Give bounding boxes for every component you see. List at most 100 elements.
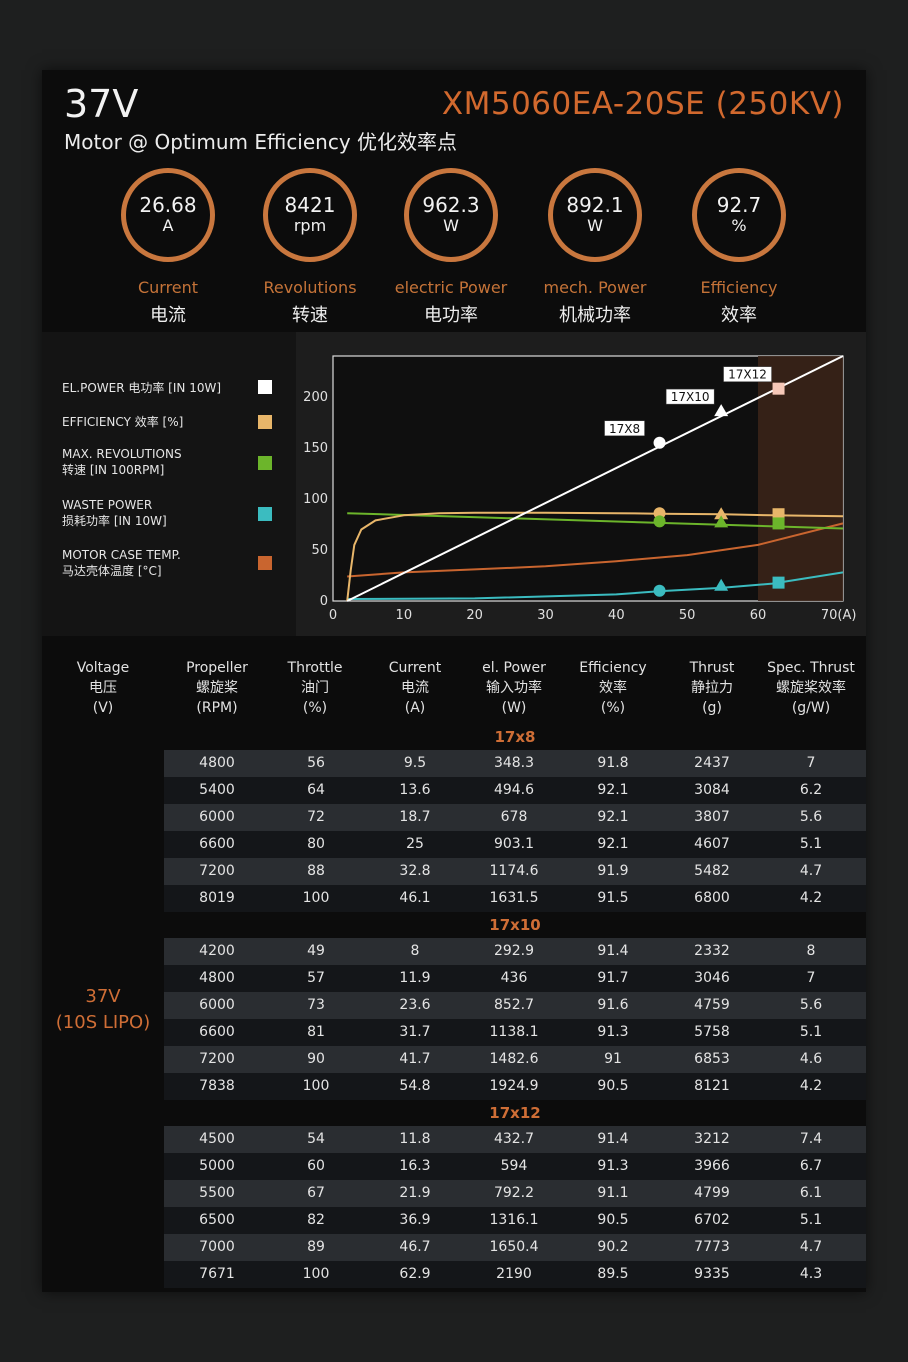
- header-cn: 静拉力: [691, 680, 733, 696]
- header-en: Current: [388, 660, 442, 676]
- metric-value: 26.68: [139, 193, 197, 217]
- table-cell: 1631.5: [489, 890, 539, 906]
- metric-efficiency: 92.7 % Efficiency 效率: [669, 168, 809, 327]
- header-cn: 螺旋桨: [196, 680, 238, 696]
- performance-table: Voltage 电压 (V) Propeller 螺旋桨 (RPM) Throt…: [42, 636, 866, 1292]
- table-cell: 5.1: [799, 836, 823, 852]
- table-cell: 90: [307, 1051, 325, 1067]
- table-cell: 8019: [199, 890, 235, 906]
- high-load-region: [758, 356, 843, 601]
- table-cell: 678: [500, 809, 528, 825]
- header-unit: (g/W): [791, 700, 831, 716]
- table-cell: 21.9: [399, 1185, 431, 1201]
- table-cell: 8121: [694, 1078, 730, 1094]
- metric-unit: W: [443, 216, 459, 235]
- metric-unit: %: [731, 216, 747, 235]
- table-cell: 6.7: [799, 1158, 823, 1174]
- table-cell: 82: [307, 1212, 325, 1228]
- prop-label: 17X10: [671, 390, 710, 404]
- table-cell: 4.2: [799, 1078, 823, 1094]
- table-cell: 4.6: [799, 1051, 823, 1067]
- header-unit: (RPM): [196, 700, 238, 716]
- table-row: 6600 80 25 903.1 92.1 4607 5.1: [164, 831, 866, 858]
- metric-revolutions: 8421 rpm Revolutions 转速: [240, 168, 380, 327]
- data-marker: [653, 584, 666, 597]
- table-cell: 91.6: [597, 997, 629, 1013]
- subtitle: Motor @ Optimum Efficiency 优化效率点: [64, 130, 458, 154]
- header-en: el. Power: [482, 660, 546, 676]
- header-unit: (%): [600, 700, 626, 716]
- table-cell: 432.7: [493, 1131, 535, 1147]
- header-unit: (%): [302, 700, 328, 716]
- table-cell: 4800: [199, 970, 235, 986]
- table-row: 8019 100 46.1 1631.5 91.5 6800 4.2: [164, 885, 866, 912]
- table-cell: 41.7: [399, 1051, 431, 1067]
- y-tick-label: 200: [303, 390, 328, 405]
- legend-text-cn: 马达壳体温度 [°C]: [62, 564, 162, 578]
- metric-label-cn: 效率: [721, 305, 757, 326]
- series-line-max-revolutions: [347, 512, 844, 530]
- metric-ring: 8421 rpm: [263, 168, 357, 262]
- table-cell: 6.1: [799, 1185, 823, 1201]
- series-line-el-power: [346, 355, 844, 602]
- header-en: Propeller: [186, 660, 248, 676]
- table-cell: 792.2: [493, 1185, 535, 1201]
- table-cell: 100: [302, 1078, 330, 1094]
- header-panel: 37V XM5060EA-20SE (250KV) Motor @ Optimu…: [42, 70, 866, 332]
- series-line-efficiency: [346, 511, 844, 602]
- legend-item-efficiency: EFFICIENCY 效率 [%]: [62, 414, 292, 430]
- legend-text: EFFICIENCY 效率 [%]: [62, 415, 184, 429]
- table-row: 7200 88 32.8 1174.6 91.9 5482 4.7: [164, 858, 866, 885]
- header-cn: 效率: [599, 680, 627, 696]
- table-cell: 852.7: [493, 997, 535, 1013]
- legend-item-case-temp: MOTOR CASE TEMP. 马达壳体温度 [°C]: [62, 547, 292, 579]
- x-tick-label: 50: [679, 608, 696, 623]
- table-row: 7671 100 62.9 2190 89.5 9335 4.3: [164, 1261, 866, 1288]
- table-cell: 54.8: [399, 1078, 431, 1094]
- performance-chart: 0 50 100 150 200 0 10 20 30 40 50 60 70(A) 17X8 17X10 1…: [303, 355, 856, 623]
- table-cell: 80: [307, 836, 325, 852]
- y-tick-label: 150: [303, 441, 328, 456]
- metric-label-cn: 机械功率: [559, 305, 631, 326]
- voltage-value: 37V: [85, 986, 121, 1007]
- prop-point-marker: [772, 382, 785, 395]
- legend-text: WASTE POWER: [62, 498, 153, 512]
- x-tick-label: 10: [396, 608, 413, 623]
- table-cell: 2190: [496, 1266, 532, 1282]
- header-current: Current 电流 (A): [366, 658, 464, 718]
- table-cell: 92.1: [597, 809, 629, 825]
- legend-text: MOTOR CASE TEMP.: [62, 548, 181, 562]
- table-cell: 56: [307, 755, 325, 771]
- metric-current: 26.68 A Current 电流: [98, 168, 238, 327]
- header-cn: 油门: [301, 680, 329, 696]
- header-en: Efficiency: [579, 660, 647, 676]
- metric-ring: 892.1 W: [548, 168, 642, 262]
- table-cell: 91.4: [597, 943, 629, 959]
- metric-unit: A: [162, 216, 174, 235]
- legend-text: MAX. REVOLUTIONS: [62, 447, 182, 461]
- table-cell: 13.6: [399, 782, 431, 798]
- table-cell: 3966: [694, 1158, 730, 1174]
- table-cell: 8: [806, 943, 816, 959]
- data-marker: [772, 508, 785, 521]
- series-line-case-temp: [347, 522, 844, 578]
- header-spec-thrust: Spec. Thrust 螺旋桨效率 (g/W): [756, 658, 866, 718]
- legend-item-max-revolutions: MAX. REVOLUTIONS 转速 [IN 100RPM]: [62, 446, 292, 478]
- header-el-power: el. Power 输入功率 (W): [465, 658, 563, 718]
- table-cell: 67: [307, 1185, 325, 1201]
- table-cell: 92.1: [597, 836, 629, 852]
- table-cell: 7773: [694, 1239, 730, 1255]
- table-row: 6000 73 23.6 852.7 91.6 4759 5.6: [164, 992, 866, 1019]
- chart-legend: EL.POWER 电功率 [IN 10W] EFFICIENCY 效率 [%] …: [42, 332, 296, 636]
- table-cell: 5500: [199, 1185, 235, 1201]
- table-cell: 5400: [199, 782, 235, 798]
- y-tick-label: 0: [320, 594, 328, 609]
- table-row: 7200 90 41.7 1482.6 91 6853 4.6: [164, 1046, 866, 1073]
- table-cell: 91.5: [597, 890, 629, 906]
- legend-swatch: [258, 415, 272, 429]
- table-cell: 62.9: [399, 1266, 431, 1282]
- plot-panel: 0 50 100 150 200 0 10 20 30 40 50 60 70(A) 17X8 17X10 1…: [296, 332, 866, 636]
- table-cell: 4.2: [799, 890, 823, 906]
- chart-area: EL.POWER 电功率 [IN 10W] EFFICIENCY 效率 [%] …: [42, 332, 866, 636]
- motor-spec-card: 37V XM5060EA-20SE (250KV) Motor @ Optimu…: [42, 70, 866, 1292]
